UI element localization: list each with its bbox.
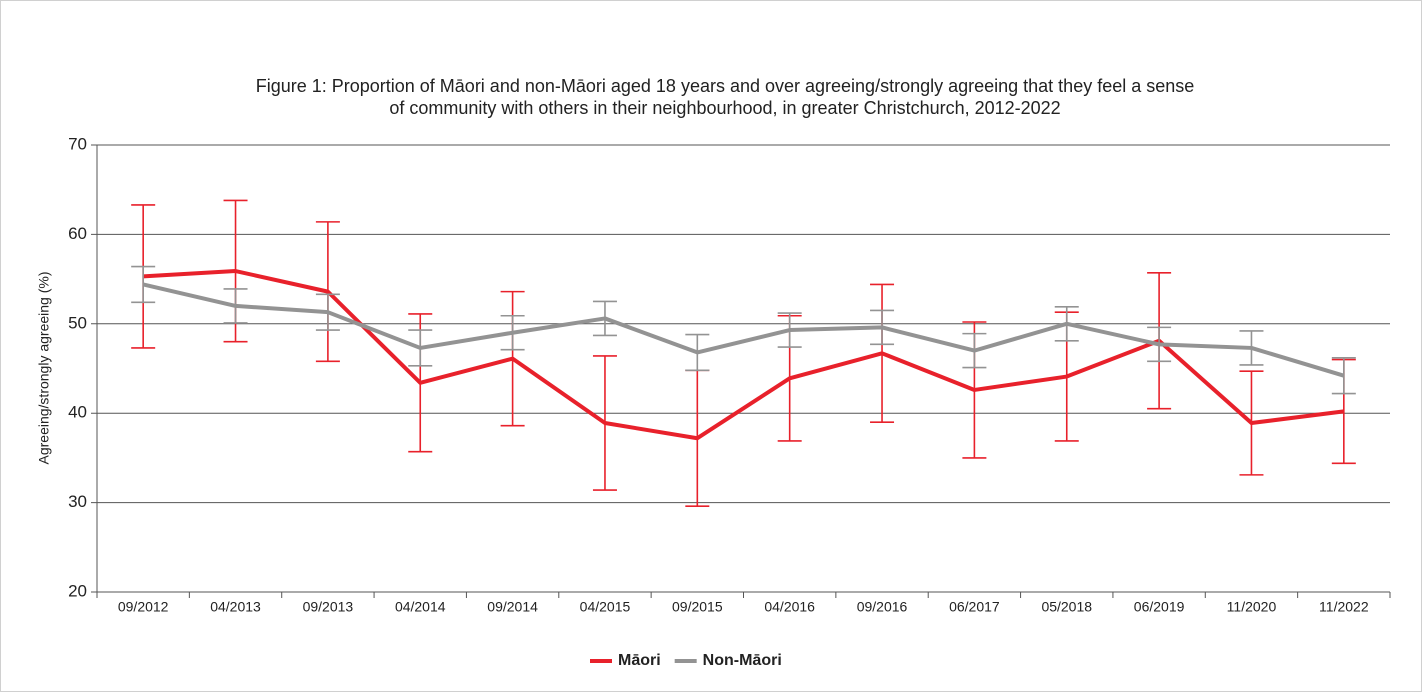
x-tick-label: 04/2016 [764,599,815,615]
y-tick-label: 30 [68,492,87,511]
error-bar [131,265,156,304]
x-tick-label: 04/2013 [210,599,261,615]
series-line [143,269,1345,441]
x-tick-label: 06/2019 [1134,599,1185,615]
legend-label: Māori [618,652,661,669]
x-tick-label: 09/2013 [303,599,354,615]
error-bar [1331,356,1356,395]
y-tick-label: 40 [68,403,87,422]
error-bar [500,314,525,351]
error-bar [777,312,802,348]
error-bar [1239,330,1264,366]
x-tick-label: 11/2020 [1227,599,1277,615]
x-tick-label: 04/2014 [395,599,446,615]
error-bar [592,355,617,491]
x-tick-label: 09/2015 [672,599,723,615]
error-bar [223,288,248,324]
x-tick-label: 09/2014 [487,599,538,615]
chart-title: of community with others in their neighb… [389,98,1060,118]
x-tick-label: 04/2015 [580,599,631,615]
x-tick-label: 11/2022 [1319,599,1369,615]
error-bar [408,329,433,367]
x-tick-label: 06/2017 [949,599,1000,615]
y-tick-label: 60 [68,224,87,243]
error-bar [1054,306,1079,342]
error-bar [315,221,340,363]
legend-label: Non-Māori [703,652,782,669]
error-bar [685,333,710,372]
y-axis-label: Agreeing/strongly agreeing (%) [36,272,52,465]
x-tick-label: 09/2016 [857,599,908,615]
y-tick-label: 70 [68,134,87,153]
error-bar [1147,326,1172,363]
error-bar [315,293,340,331]
x-tick-label: 05/2018 [1041,599,1092,615]
error-bar [870,283,895,423]
y-tick-label: 20 [68,581,87,600]
error-bar [870,309,895,346]
series-line [142,282,1345,378]
error-bar [962,332,987,369]
error-bar [592,300,617,337]
error-bar [1239,370,1264,476]
error-bar [500,290,525,427]
y-tick-label: 50 [68,313,87,332]
chart-title: Figure 1: Proportion of Māori and non-Mā… [256,76,1195,96]
x-tick-label: 09/2012 [118,599,169,615]
